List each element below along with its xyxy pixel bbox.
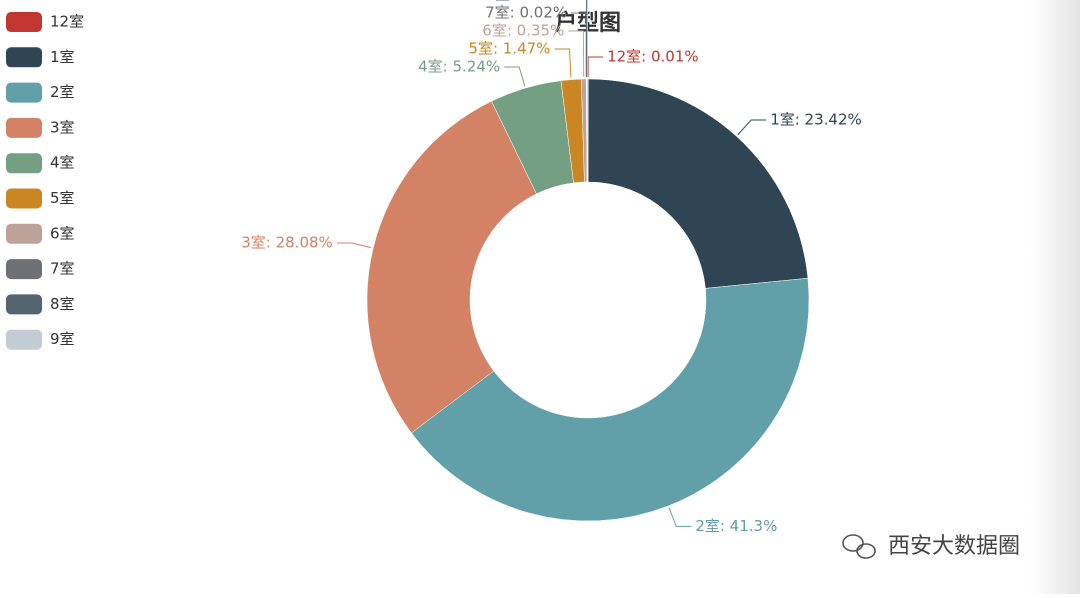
legend-label: 6室 (50, 224, 75, 242)
data-label: 8室: 0.03% (486, 0, 568, 3)
leader-line (504, 67, 525, 86)
legend-swatch (6, 12, 42, 32)
legend-swatch (6, 83, 42, 103)
legend-label: 9室 (50, 330, 75, 348)
legend-label: 12室 (50, 13, 84, 31)
legend-label: 5室 (50, 189, 75, 207)
leader-line (669, 508, 691, 527)
leader-line (337, 243, 371, 248)
data-label: 2室: 41.3% (695, 517, 777, 535)
slices (367, 79, 809, 521)
data-label: 4室: 5.24% (418, 57, 500, 75)
legend-swatch (6, 118, 42, 138)
legend-swatch (6, 189, 42, 209)
watermark-icon (843, 535, 875, 558)
data-label: 1室: 23.42% (770, 110, 862, 128)
watermark: 西安大数据圈 (888, 534, 1020, 559)
legend-swatch (6, 47, 42, 67)
legend-label: 4室 (50, 154, 75, 172)
leader-line (554, 49, 571, 78)
data-label: 7室: 0.02% (485, 3, 567, 21)
data-label: 3室: 28.08% (241, 233, 333, 251)
leader-line (588, 57, 603, 77)
edge-shade (1030, 0, 1080, 594)
data-label: 6室: 0.35% (482, 21, 564, 39)
legend-swatch (6, 224, 42, 244)
legend-label: 3室 (50, 118, 75, 136)
legend-swatch (6, 330, 42, 350)
slice (367, 101, 536, 433)
legend-label: 7室 (50, 260, 75, 278)
leader-line (738, 120, 766, 135)
legend-label: 2室 (50, 83, 75, 101)
legend-label: 8室 (50, 295, 75, 313)
legend-swatch (6, 259, 42, 279)
data-label: 5室: 1.47% (468, 39, 550, 57)
data-label: 12室: 0.01% (607, 48, 699, 66)
legend-swatch (6, 294, 42, 314)
legend-label: 1室 (50, 48, 75, 66)
legend-swatch (6, 153, 42, 173)
